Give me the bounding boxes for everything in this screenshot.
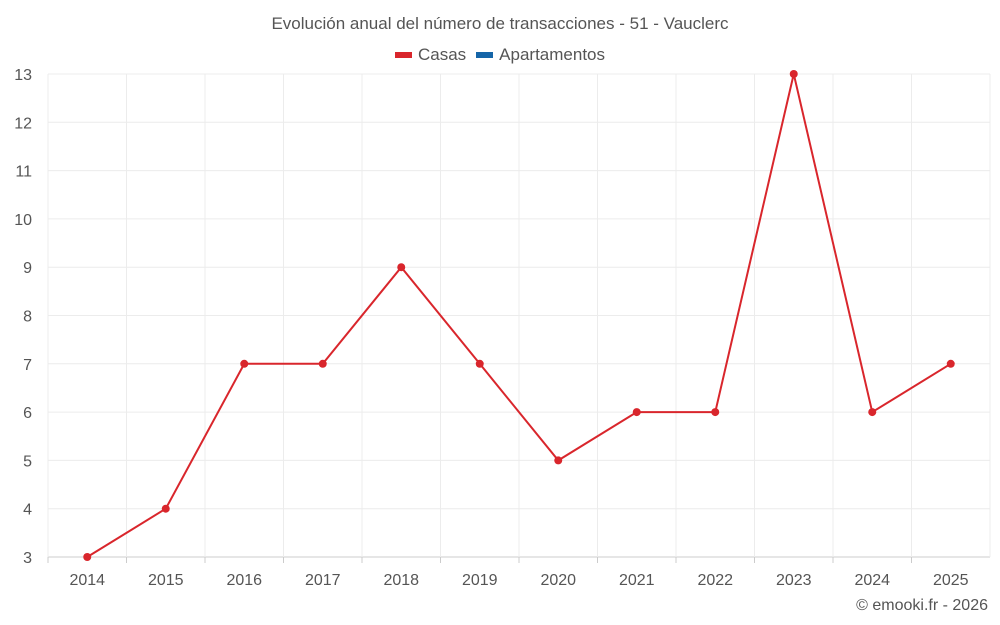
legend-swatch-apartamentos (476, 52, 494, 58)
data-point (161, 504, 170, 513)
data-point (789, 70, 798, 78)
x-tick-label: 2020 (540, 572, 576, 589)
series-line-casas (86, 73, 952, 558)
legend-label-casas: Casas (417, 45, 467, 64)
data-point (946, 359, 955, 368)
x-tick-label: 2025 (933, 572, 969, 589)
x-tick-label: 2018 (383, 572, 419, 589)
data-point (240, 359, 249, 368)
y-tick-label: 8 (23, 309, 32, 326)
y-tick-label: 11 (15, 164, 32, 181)
x-tick-label: 2015 (148, 572, 184, 589)
x-tick-label: 2016 (226, 572, 262, 589)
y-tick-label: 7 (23, 357, 32, 374)
x-tick-label: 2019 (462, 572, 498, 589)
data-point (868, 408, 877, 417)
legend-item-apartamentos[interactable]: Apartamentos (476, 45, 605, 65)
y-tick-label: 5 (23, 453, 32, 470)
data-point (83, 553, 92, 561)
chart-title: Evolución anual del número de transaccio… (271, 14, 729, 33)
y-tick-label: 12 (14, 115, 32, 132)
y-tick-label: 10 (14, 212, 32, 229)
data-point (475, 359, 484, 368)
y-tick-label: 3 (23, 550, 32, 567)
data-point (318, 359, 327, 368)
legend-swatch-casas (394, 52, 412, 58)
x-tick-label: 2017 (305, 572, 341, 589)
data-point (711, 408, 720, 417)
credit: © emooki.fr - 2026 (856, 597, 988, 614)
data-point (632, 408, 641, 417)
x-tick-label: 2023 (776, 572, 812, 589)
legend-item-casas[interactable]: Casas (394, 45, 467, 65)
x-tick-label: 2024 (854, 572, 890, 589)
data-point (554, 456, 563, 465)
y-tick-label: 6 (23, 405, 32, 422)
y-tick-label: 4 (23, 502, 32, 519)
x-tick-label: 2021 (619, 572, 655, 589)
legend: Casas Apartamentos (0, 45, 1000, 65)
y-tick-label: 13 (14, 67, 32, 84)
x-tick-label: 2022 (697, 572, 733, 589)
legend-label-apartamentos: Apartamentos (499, 45, 606, 64)
data-point (397, 263, 406, 272)
y-tick-label: 9 (23, 260, 32, 277)
x-tick-label: 2014 (69, 572, 105, 589)
